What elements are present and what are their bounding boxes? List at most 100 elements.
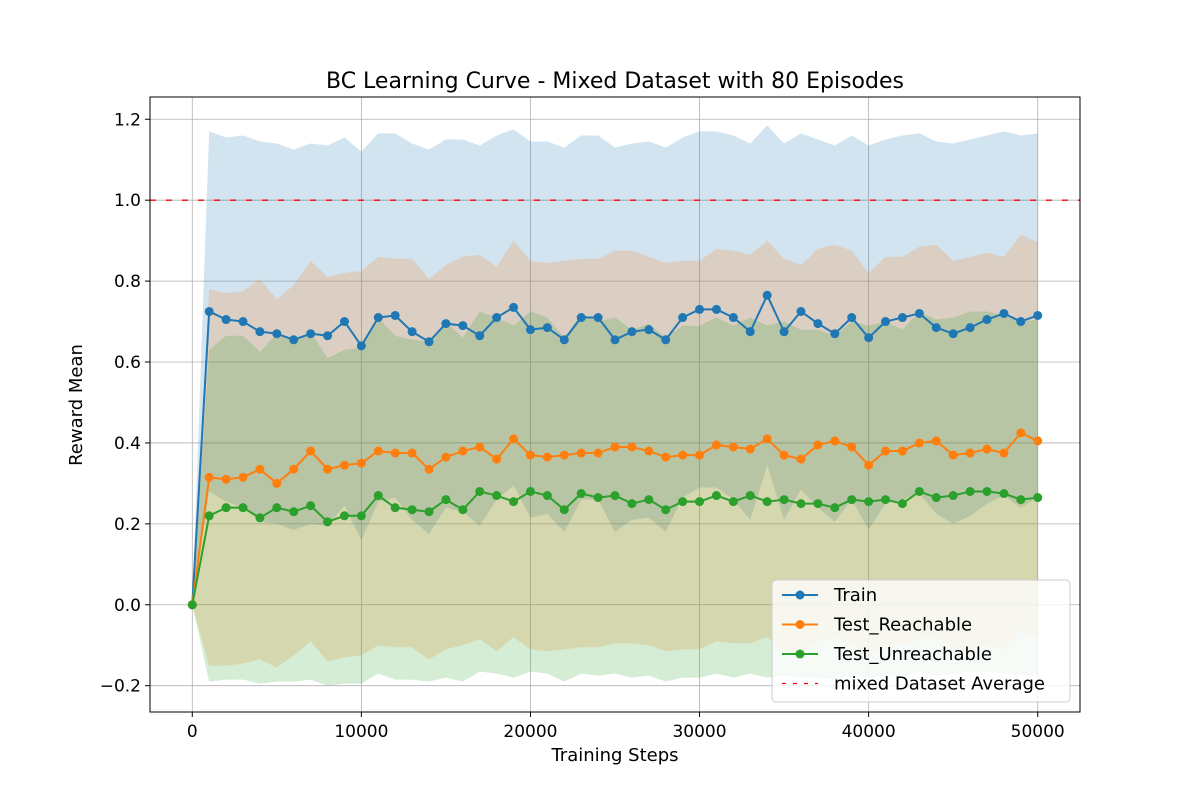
train-point — [542, 323, 552, 333]
train-point — [965, 323, 975, 333]
test-unreachable-point — [255, 513, 265, 523]
train-point — [796, 306, 806, 316]
legend-marker-test-reachable — [795, 620, 805, 629]
train-point — [914, 308, 924, 318]
test-unreachable-point — [542, 491, 552, 501]
train-point — [999, 308, 1009, 318]
test-reachable-point — [1016, 428, 1026, 438]
train-point — [813, 319, 823, 329]
train-point — [593, 313, 603, 323]
test-unreachable-point — [441, 495, 451, 505]
test-unreachable-point — [356, 511, 366, 521]
test-unreachable-point — [982, 486, 992, 496]
y-tick-label: 1.0 — [114, 191, 141, 211]
test-unreachable-point — [644, 495, 654, 505]
train-point — [931, 323, 941, 333]
test-reachable-point — [914, 438, 924, 448]
train-point — [390, 310, 400, 320]
train-point — [830, 329, 840, 339]
train-point — [661, 335, 671, 345]
test-reachable-point — [390, 448, 400, 458]
test-unreachable-point — [661, 505, 671, 515]
test-reachable-point — [627, 442, 637, 452]
x-tick-label: 10000 — [334, 722, 388, 742]
test-reachable-point — [897, 446, 907, 456]
test-unreachable-point — [390, 503, 400, 513]
test-unreachable-point — [272, 503, 282, 513]
train-point — [221, 315, 231, 325]
train-point — [627, 327, 637, 337]
test-unreachable-point — [965, 486, 975, 496]
train-point — [948, 329, 958, 339]
test-unreachable-point — [576, 489, 586, 499]
test-reachable-point — [661, 452, 671, 462]
test-reachable-point — [1033, 436, 1043, 446]
test-reachable-point — [306, 446, 316, 456]
train-point — [695, 304, 705, 314]
test-unreachable-point — [897, 499, 907, 509]
test-reachable-point — [678, 450, 688, 460]
test-reachable-point — [610, 442, 620, 452]
test-reachable-point — [965, 448, 975, 458]
test-unreachable-point — [914, 486, 924, 496]
test-reachable-point — [339, 460, 349, 470]
test-reachable-point — [830, 436, 840, 446]
chart-title: BC Learning Curve - Mixed Dataset with 8… — [326, 69, 904, 94]
test-reachable-point — [931, 436, 941, 446]
test-reachable-point — [424, 464, 434, 474]
test-reachable-point — [407, 448, 417, 458]
test-unreachable-point — [373, 491, 383, 501]
test-unreachable-point — [678, 497, 688, 507]
test-unreachable-point — [289, 507, 299, 517]
test-reachable-point — [999, 448, 1009, 458]
test-reachable-point — [289, 464, 299, 474]
test-reachable-point — [323, 464, 333, 474]
y-tick-label: −0.2 — [100, 677, 141, 697]
legend-label-test-reachable: Test_Reachable — [833, 615, 972, 636]
train-point — [339, 317, 349, 327]
x-tick-label: 0 — [187, 722, 198, 742]
test-reachable-point — [221, 474, 231, 484]
x-tick-label: 20000 — [503, 722, 557, 742]
test-unreachable-point — [593, 493, 603, 503]
test-reachable-point — [593, 448, 603, 458]
test-reachable-point — [255, 464, 265, 474]
test-unreachable-point — [728, 497, 738, 507]
y-tick-label: 0.4 — [114, 434, 141, 454]
train-point — [475, 331, 485, 341]
test-unreachable-point — [187, 600, 197, 610]
test-unreachable-point — [204, 511, 214, 521]
test-unreachable-point — [525, 486, 535, 496]
test-unreachable-point — [339, 511, 349, 521]
legend-box — [771, 579, 1071, 703]
test-reachable-point — [711, 440, 721, 450]
legend-label-train: Train — [833, 585, 877, 606]
test-reachable-point — [576, 448, 586, 458]
train-point — [356, 341, 366, 351]
train-point — [559, 335, 569, 345]
legend: Train Test_Reachable Test_Unreachablemixed… — [771, 579, 1071, 703]
train-point — [881, 317, 891, 327]
test-unreachable-point — [492, 491, 502, 501]
test-unreachable-point — [796, 499, 806, 509]
test-reachable-point — [356, 458, 366, 468]
train-point — [272, 329, 282, 339]
test-reachable-point — [728, 442, 738, 452]
train-point — [441, 319, 451, 329]
test-unreachable-point — [931, 493, 941, 503]
test-unreachable-point — [610, 491, 620, 501]
train-point — [779, 327, 789, 337]
plot-frame — [149, 96, 1081, 713]
legend-label-mixed-dataset-average: mixed Dataset Average — [834, 674, 1045, 695]
train-point — [373, 313, 383, 323]
train-point — [424, 337, 434, 347]
train-point — [509, 302, 519, 312]
test-unreachable-point — [306, 501, 316, 511]
test-reachable-point — [745, 444, 755, 454]
test-unreachable-point — [509, 497, 519, 507]
test-reachable-point — [948, 450, 958, 460]
train-point — [289, 335, 299, 345]
test-unreachable-point — [762, 497, 772, 507]
test-unreachable-point — [948, 491, 958, 501]
x-tick-label: 40000 — [842, 722, 896, 742]
